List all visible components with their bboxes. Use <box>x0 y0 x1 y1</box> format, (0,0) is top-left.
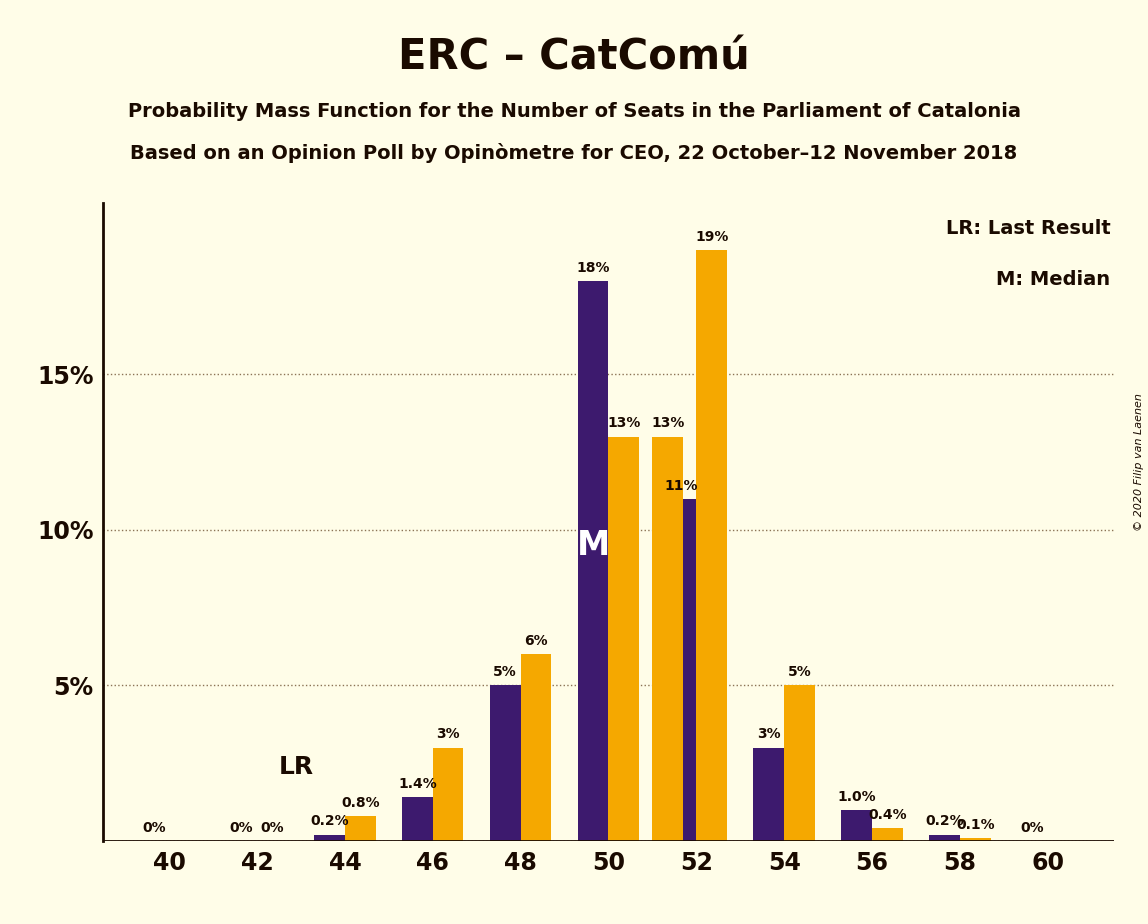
Bar <box>960 838 991 841</box>
Text: 5%: 5% <box>788 665 812 679</box>
Bar <box>753 748 784 841</box>
Bar <box>344 816 375 841</box>
Text: 5%: 5% <box>494 665 517 679</box>
Bar <box>520 654 551 841</box>
Text: 13%: 13% <box>651 417 684 431</box>
Text: 3%: 3% <box>436 727 460 741</box>
Text: M: Median: M: Median <box>996 270 1110 289</box>
Text: 0%: 0% <box>142 821 165 834</box>
Bar <box>402 797 433 841</box>
Bar <box>929 834 960 841</box>
Text: 0.1%: 0.1% <box>956 818 994 832</box>
Text: 18%: 18% <box>576 261 610 274</box>
Bar <box>315 834 344 841</box>
Text: 1.4%: 1.4% <box>398 777 436 791</box>
Text: 0%: 0% <box>261 821 285 834</box>
Text: 0.2%: 0.2% <box>925 814 964 829</box>
Text: 6%: 6% <box>525 634 548 648</box>
Text: M: M <box>576 529 610 562</box>
Bar <box>841 809 872 841</box>
Text: 19%: 19% <box>695 230 728 244</box>
Bar <box>666 499 697 841</box>
Text: LR: Last Result: LR: Last Result <box>946 219 1110 238</box>
Bar <box>697 249 727 841</box>
Text: Based on an Opinion Poll by Opinòmetre for CEO, 22 October–12 November 2018: Based on an Opinion Poll by Opinòmetre f… <box>131 143 1017 164</box>
Text: LR: LR <box>279 755 315 779</box>
Bar <box>608 436 639 841</box>
Bar <box>652 436 683 841</box>
Text: 1.0%: 1.0% <box>837 789 876 804</box>
Text: Probability Mass Function for the Number of Seats in the Parliament of Catalonia: Probability Mass Function for the Number… <box>127 102 1021 121</box>
Text: 3%: 3% <box>757 727 781 741</box>
Text: 0.8%: 0.8% <box>341 796 380 809</box>
Bar <box>872 829 902 841</box>
Text: 0%: 0% <box>1021 821 1045 834</box>
Text: 0%: 0% <box>230 821 254 834</box>
Bar <box>490 686 520 841</box>
Text: © 2020 Filip van Laenen: © 2020 Filip van Laenen <box>1134 393 1143 531</box>
Text: ERC – CatComú: ERC – CatComú <box>398 37 750 79</box>
Bar <box>577 281 608 841</box>
Text: 11%: 11% <box>665 479 698 492</box>
Bar <box>784 686 815 841</box>
Bar <box>433 748 464 841</box>
Text: 13%: 13% <box>607 417 641 431</box>
Text: 0.4%: 0.4% <box>868 808 907 822</box>
Text: 0.2%: 0.2% <box>310 814 349 829</box>
